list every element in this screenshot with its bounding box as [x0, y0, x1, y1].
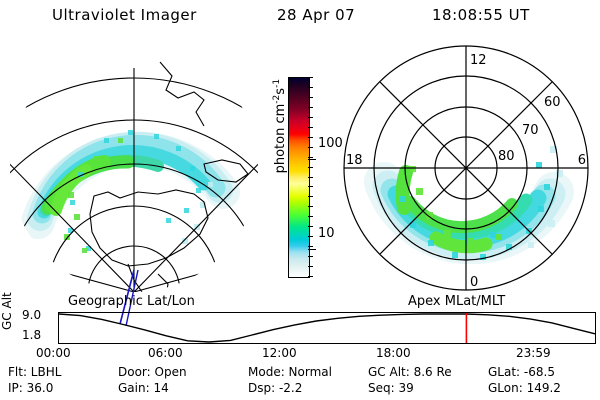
colorbar-unit-exp2: -1: [271, 78, 282, 88]
colorbar-unit-mid: s: [273, 87, 289, 95]
apex-mlat-mlt-plot: 12 18 6 0 60 70 80: [340, 42, 592, 294]
header-bar: Ultraviolet Imager 28 Apr 07 18:08:55 UT: [0, 6, 600, 28]
status-flt: Flt: LBHL: [8, 365, 62, 379]
status-ip: IP: 36.0: [8, 381, 54, 395]
strip-xtick-2: 12:00: [262, 346, 297, 360]
apex-graticule: [343, 45, 589, 291]
strip-title-right: Apex MLat/MLT: [408, 294, 506, 309]
colorbar-label-10: 10: [318, 226, 335, 241]
colorbar-unit-main: photon cm: [273, 103, 289, 174]
strip-xtick-4: 23:59: [516, 346, 551, 360]
status-glat: GLat: -68.5: [488, 365, 555, 379]
geographic-aurora-layer: [21, 130, 240, 253]
observation-date: 28 Apr 07: [277, 6, 356, 24]
colorbar-label-100: 100: [318, 136, 343, 151]
apex-mlat-labels: 60 70 80: [498, 95, 561, 164]
strip-plot-box: [58, 312, 596, 344]
status-footer: Flt: LBHL IP: 36.0 Door: Open Gain: 14 M…: [0, 365, 600, 399]
status-door: Door: Open: [118, 365, 187, 379]
gc-alt-trace: [59, 314, 595, 342]
strip-ytick-low: 1.8: [22, 328, 42, 342]
strip-xtick-1: 06:00: [148, 346, 183, 360]
geographic-polar-plot: [8, 42, 260, 327]
svg-text:6: 6: [578, 153, 586, 168]
svg-text:60: 60: [544, 95, 561, 110]
colorbar-axis-title: photon cm-2s-1: [272, 56, 288, 196]
svg-text:18: 18: [346, 153, 363, 168]
colorbar-gradient: [289, 78, 309, 277]
colorbar: photon cm-2s-1 100 10: [262, 60, 343, 296]
svg-text:80: 80: [498, 149, 515, 164]
svg-text:0: 0: [470, 275, 478, 290]
status-mode: Mode: Normal: [248, 365, 332, 379]
strip-ytick-high: 9.0: [22, 308, 42, 322]
status-seq: Seq: 39: [368, 381, 414, 395]
observation-time: 18:08:55 UT: [432, 6, 530, 24]
strip-xtick-3: 18:00: [376, 346, 411, 360]
colorbar-unit-exp1: -2: [271, 94, 282, 104]
instrument-title: Ultraviolet Imager: [52, 6, 197, 24]
svg-text:70: 70: [522, 123, 539, 138]
satellite-track: [119, 269, 139, 327]
strip-title-left: Geographic Lat/Lon: [68, 294, 195, 309]
strip-xtick-0: 00:00: [36, 346, 71, 360]
apex-mlt-labels: 12 18 6 0: [346, 53, 586, 290]
colorbar-ticks: [308, 77, 316, 278]
strip-plot-canvas: [59, 313, 595, 343]
colorbar-gradient-box: [288, 77, 310, 278]
status-glon: GLon: 149.2: [488, 381, 561, 395]
status-gain: Gain: 14: [118, 381, 169, 395]
gc-alt-strip-plot: GC Alt 9.0 1.8 00:00 06:00 12:00 18:00 2…: [0, 292, 600, 360]
status-gc-alt: GC Alt: 8.6 Re: [368, 365, 452, 379]
apex-aurora-layer: [364, 146, 574, 265]
svg-text:12: 12: [470, 53, 487, 68]
status-dsp: Dsp: -2.2: [248, 381, 303, 395]
